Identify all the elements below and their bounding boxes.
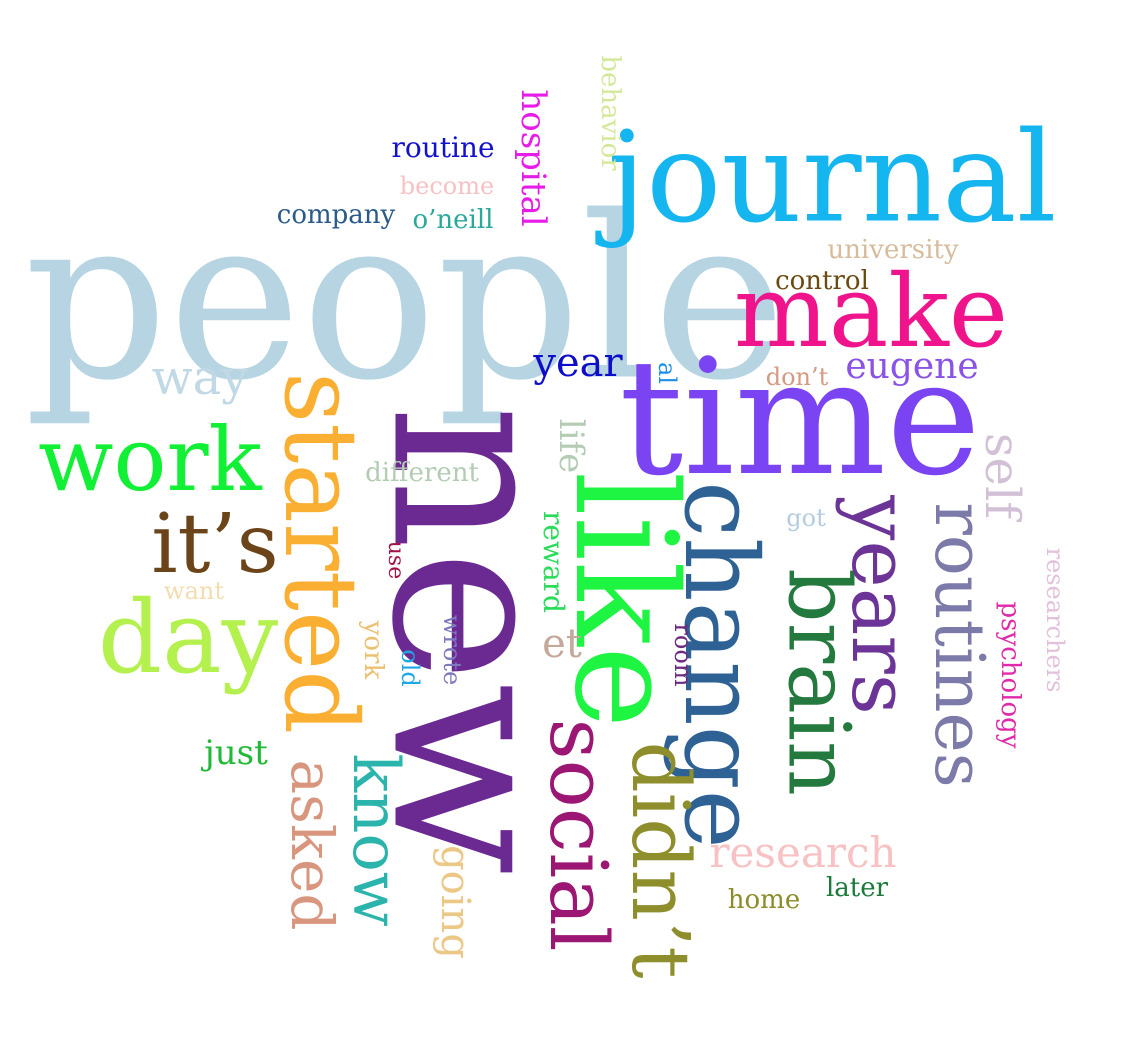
word-social: social: [532, 718, 625, 952]
word-university: university: [827, 235, 959, 265]
word-reward: reward: [537, 511, 570, 613]
word-way: way: [151, 350, 249, 406]
word-day: day: [97, 579, 279, 696]
word-routine: routine: [391, 131, 495, 164]
word-oneill: o’neill: [412, 205, 494, 235]
word-company: company: [276, 200, 396, 230]
word-journal: journal: [607, 105, 1057, 251]
word-york: york: [358, 620, 388, 680]
word-going: going: [432, 845, 478, 959]
word-work: work: [38, 408, 262, 511]
word-use: use: [383, 540, 408, 580]
word-hospital: hospital: [513, 89, 553, 227]
word-asked: asked: [278, 759, 346, 931]
word-al: al: [653, 362, 681, 384]
word-home: home: [727, 885, 801, 915]
word-become: become: [399, 172, 495, 200]
word-time: time: [619, 324, 981, 511]
word-self: self: [974, 432, 1030, 520]
word-want: want: [164, 577, 224, 605]
word-old: old: [396, 649, 424, 687]
word-different: different: [365, 458, 479, 488]
word-research: research: [709, 828, 897, 877]
word-psychology: psychology: [995, 601, 1025, 749]
word-make: make: [733, 253, 1009, 370]
word-room: room: [669, 623, 697, 687]
word-researchers: researchers: [1041, 547, 1069, 693]
word-year: year: [533, 340, 623, 386]
word-wrote: wrote: [438, 614, 466, 686]
word-didnt: didn’t: [614, 741, 707, 979]
word-got: got: [786, 504, 826, 532]
word-life: life: [551, 418, 591, 474]
word-started: started: [262, 371, 379, 735]
word-its: it’s: [151, 497, 279, 592]
word-eugene: eugene: [845, 346, 979, 387]
word-control: control: [775, 266, 869, 296]
word-just: just: [204, 733, 268, 773]
word-dont: don’t: [765, 363, 829, 391]
word-behavior: behavior: [595, 55, 625, 171]
word-routines: routines: [919, 502, 998, 788]
word-later: later: [825, 873, 889, 903]
word-know: know: [338, 753, 412, 927]
word-years: years: [834, 495, 927, 715]
word-et: et: [542, 621, 582, 667]
word-people: people: [24, 168, 786, 431]
